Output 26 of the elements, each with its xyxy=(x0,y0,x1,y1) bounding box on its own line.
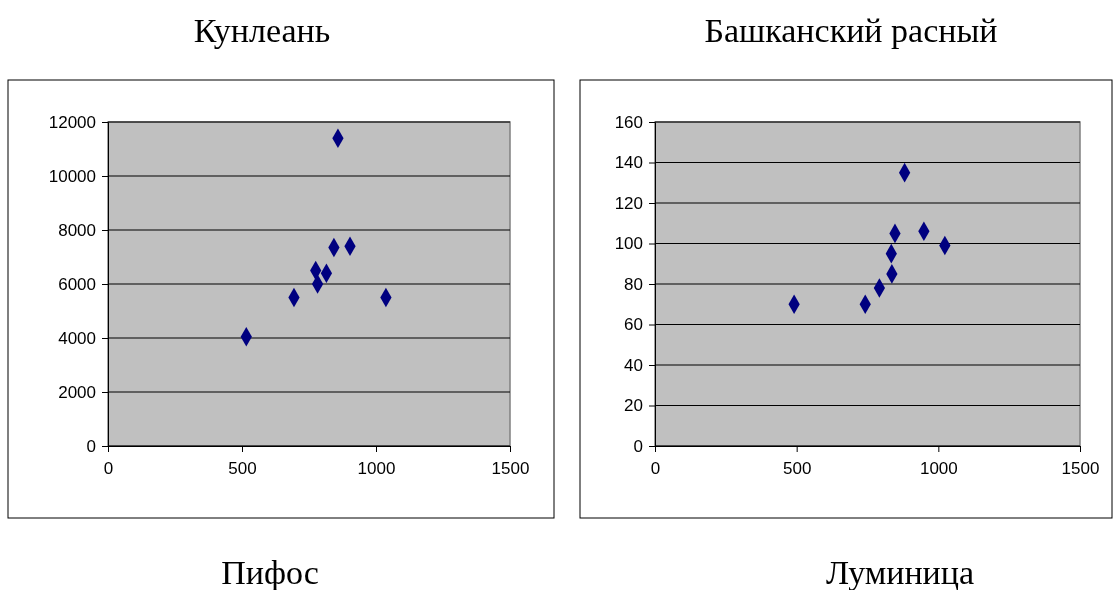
y-tick-label: 6000 xyxy=(58,274,96,294)
x-tick-label: 1000 xyxy=(919,459,958,479)
y-tick-label: 20 xyxy=(624,396,643,416)
y-tick-label: 100 xyxy=(614,234,643,254)
x-tick-label: 0 xyxy=(650,459,661,479)
y-tick-label: 140 xyxy=(614,153,643,173)
y-tick-label: 8000 xyxy=(58,220,96,240)
y-tick-label: 0 xyxy=(86,436,96,456)
x-tick-label: 0 xyxy=(103,459,114,479)
y-tick-label: 120 xyxy=(614,193,643,213)
y-tick-label: 0 xyxy=(633,436,643,456)
chart-title: Кунлеань xyxy=(193,12,331,49)
y-tick-label: 80 xyxy=(624,274,643,294)
x-tick-label: 1000 xyxy=(357,459,396,479)
chart-title: Башканский расный xyxy=(704,12,998,49)
x-tick-label: 1500 xyxy=(1061,459,1100,479)
y-tick-label: 160 xyxy=(614,112,643,132)
y-tick-label: 4000 xyxy=(58,328,96,348)
y-tick-label: 40 xyxy=(624,355,643,375)
y-tick-label: 60 xyxy=(624,315,643,335)
y-tick-label: 10000 xyxy=(48,166,96,186)
y-tick-label: 2000 xyxy=(58,382,96,402)
x-tick-label: 500 xyxy=(228,459,257,479)
x-tick-label: 500 xyxy=(782,459,812,479)
y-tick-label: 12000 xyxy=(48,112,96,132)
x-tick-label: 1500 xyxy=(491,459,530,479)
